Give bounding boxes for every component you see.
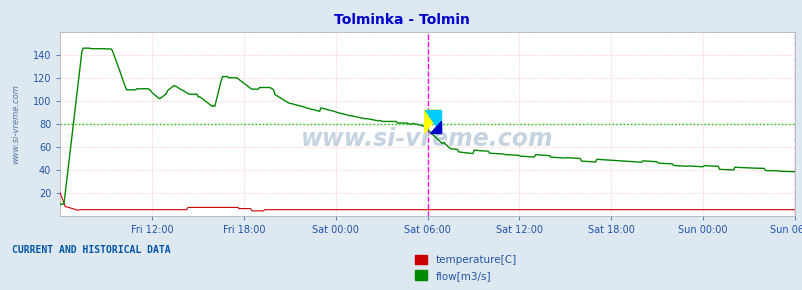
Polygon shape — [429, 121, 440, 133]
Polygon shape — [424, 110, 440, 133]
Polygon shape — [424, 110, 440, 133]
Text: Tolminka - Tolmin: Tolminka - Tolmin — [333, 13, 469, 27]
Legend: temperature[C], flow[m3/s]: temperature[C], flow[m3/s] — [410, 251, 520, 285]
Text: www.si-vreme.com: www.si-vreme.com — [301, 127, 553, 151]
Text: www.si-vreme.com: www.si-vreme.com — [11, 84, 21, 164]
Text: CURRENT AND HISTORICAL DATA: CURRENT AND HISTORICAL DATA — [12, 245, 171, 255]
